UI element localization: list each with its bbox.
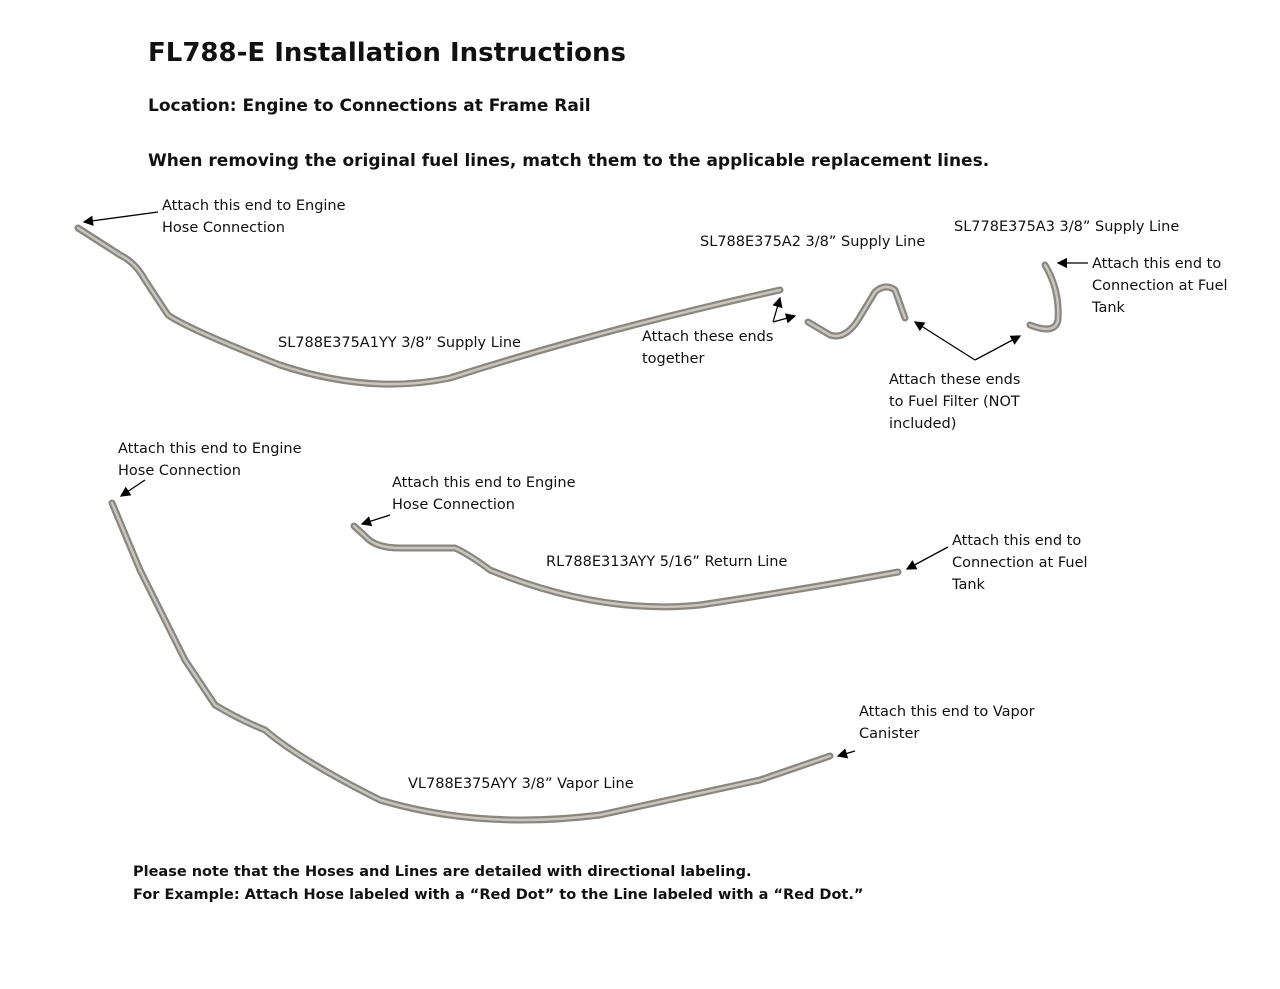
label-fuel-filter: Attach these ends to Fuel Filter (NOT in…: [889, 372, 1021, 432]
label-return-name: RL788E313AYY 5/16” Return Line: [546, 554, 788, 570]
label-return-tank: Attach this end to Connection at Fuel Ta…: [952, 533, 1088, 593]
label-a3-name: SL778E375A3 3/8” Supply Line: [954, 219, 1180, 235]
supply-line-a1: [74, 224, 784, 388]
label-together: Attach these ends together: [642, 329, 774, 367]
page-title: FL788-E Installation Instructions: [148, 38, 626, 68]
label-a2-name: SL788E375A2 3/8” Supply Line: [700, 234, 926, 250]
return-line: [350, 522, 902, 611]
label-vapor-canister: Attach this end to Vapor Canister: [859, 704, 1035, 742]
location-heading: Location: Engine to Connections at Frame…: [148, 96, 591, 116]
label-a3-tank: Attach this end to Connection at Fuel Ta…: [1092, 256, 1228, 316]
label-vapor-engine: Attach this end to Engine Hose Connectio…: [118, 441, 302, 479]
vapor-line: [108, 499, 834, 824]
supply-line-a2: [804, 283, 909, 340]
label-vapor-name: VL788E375AYY 3/8” Vapor Line: [408, 776, 634, 792]
label-a1-engine: Attach this end to Engine Hose Connectio…: [162, 198, 346, 236]
supply-line-a3: [1026, 261, 1062, 333]
callout-arrows: [82, 211, 1088, 759]
instruction-heading: When removing the original fuel lines, m…: [148, 151, 990, 171]
note-line-2: For Example: Attach Hose labeled with a …: [133, 887, 864, 903]
note-line-1: Please note that the Hoses and Lines are…: [133, 864, 752, 880]
label-a1-name: SL788E375A1YY 3/8” Supply Line: [278, 335, 521, 351]
label-return-engine: Attach this end to Engine Hose Connectio…: [392, 475, 576, 513]
